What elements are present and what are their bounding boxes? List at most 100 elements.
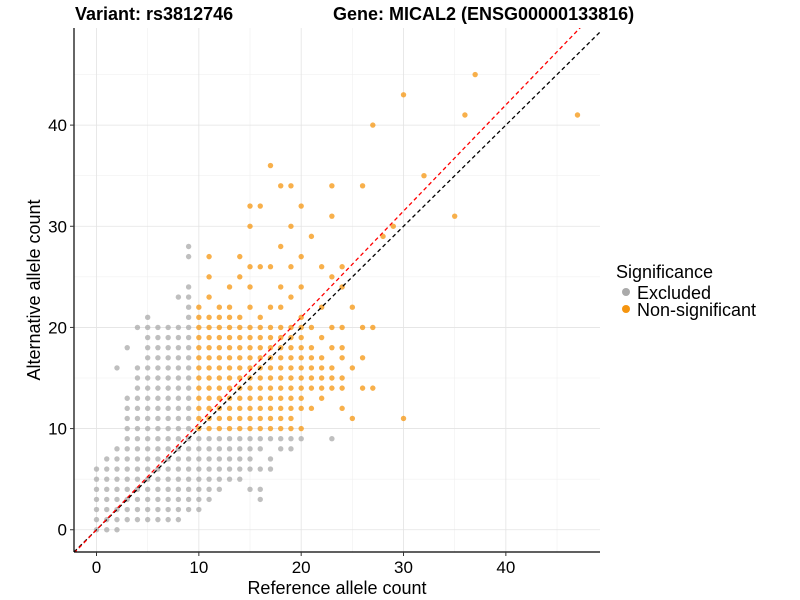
point-excluded: [155, 355, 161, 361]
point-excluded: [257, 496, 263, 503]
point-excluded: [226, 476, 233, 482]
point-non-significant: [574, 112, 581, 118]
point-non-significant: [196, 385, 202, 391]
point-excluded: [185, 486, 192, 492]
point-non-significant: [329, 344, 335, 351]
point-excluded: [124, 344, 130, 351]
point-non-significant: [216, 425, 223, 432]
point-excluded: [175, 344, 182, 351]
point-excluded: [185, 446, 192, 452]
point-non-significant: [216, 365, 223, 371]
point-excluded: [104, 506, 110, 513]
point-non-significant: [237, 415, 243, 422]
point-excluded: [114, 456, 120, 462]
point-excluded: [196, 486, 202, 492]
point-excluded: [134, 415, 141, 422]
point-non-significant: [226, 284, 233, 290]
point-non-significant: [298, 375, 304, 381]
point-excluded: [93, 496, 100, 503]
point-non-significant: [298, 355, 304, 361]
point-non-significant: [298, 334, 304, 341]
point-excluded: [165, 436, 171, 442]
point-non-significant: [196, 355, 202, 361]
point-excluded: [175, 334, 182, 341]
point-excluded: [165, 375, 171, 381]
point-non-significant: [226, 355, 233, 361]
point-non-significant: [278, 324, 284, 331]
x-axis-title: Reference allele count: [247, 578, 426, 598]
point-non-significant: [206, 253, 212, 260]
point-non-significant: [196, 334, 202, 341]
point-excluded: [144, 466, 151, 472]
point-non-significant: [278, 243, 284, 250]
point-excluded: [155, 476, 161, 482]
point-excluded: [114, 516, 120, 523]
point-excluded: [237, 466, 243, 472]
point-non-significant: [216, 355, 223, 361]
point-non-significant: [206, 274, 212, 280]
point-non-significant: [267, 395, 274, 401]
point-excluded: [206, 446, 212, 452]
point-non-significant: [196, 304, 202, 310]
point-non-significant: [257, 344, 263, 351]
point-non-significant: [237, 324, 243, 331]
point-non-significant: [247, 324, 253, 331]
point-excluded: [93, 476, 100, 482]
point-excluded: [114, 466, 120, 472]
point-non-significant: [247, 334, 253, 341]
point-excluded: [155, 506, 161, 513]
point-excluded: [124, 486, 130, 492]
y-tick-label: 30: [48, 217, 67, 236]
point-excluded: [185, 334, 192, 341]
point-excluded: [144, 324, 151, 331]
point-non-significant: [349, 365, 356, 371]
point-excluded: [206, 456, 212, 462]
grid-major-lines: [74, 28, 600, 552]
point-non-significant: [216, 375, 223, 381]
point-non-significant: [206, 385, 212, 391]
x-tick-label: 10: [189, 558, 208, 577]
point-excluded: [196, 506, 202, 513]
point-excluded: [175, 365, 182, 371]
point-non-significant: [318, 395, 325, 401]
point-non-significant: [206, 375, 212, 381]
point-excluded: [175, 375, 182, 381]
point-excluded: [144, 355, 151, 361]
point-excluded: [175, 516, 182, 523]
legend-label-non-significant: Non-significant: [637, 300, 756, 320]
point-non-significant: [298, 365, 304, 371]
point-non-significant: [380, 233, 386, 240]
point-excluded: [155, 415, 161, 422]
point-excluded: [185, 355, 192, 361]
point-non-significant: [349, 415, 356, 422]
point-excluded: [175, 476, 182, 482]
point-excluded: [165, 496, 171, 503]
x-tick-label: 40: [496, 558, 515, 577]
point-excluded: [134, 436, 141, 442]
point-excluded: [155, 324, 161, 331]
point-non-significant: [298, 405, 304, 412]
point-excluded: [114, 496, 120, 503]
point-non-significant: [329, 365, 335, 371]
point-excluded: [114, 476, 120, 482]
point-non-significant: [288, 405, 294, 412]
point-non-significant: [288, 375, 294, 381]
point-non-significant: [206, 334, 212, 341]
point-non-significant: [339, 264, 345, 270]
point-non-significant: [257, 334, 263, 341]
point-excluded: [226, 436, 233, 442]
point-excluded: [185, 324, 192, 331]
point-non-significant: [206, 425, 212, 432]
point-excluded: [165, 415, 171, 422]
point-excluded: [144, 496, 151, 503]
point-non-significant: [226, 365, 233, 371]
point-excluded: [185, 506, 192, 513]
point-excluded: [134, 506, 141, 513]
point-non-significant: [308, 233, 315, 240]
point-non-significant: [237, 314, 243, 321]
point-non-significant: [257, 405, 263, 412]
point-excluded: [144, 456, 151, 462]
point-non-significant: [288, 264, 294, 270]
point-non-significant: [257, 324, 263, 331]
point-excluded: [175, 486, 182, 492]
